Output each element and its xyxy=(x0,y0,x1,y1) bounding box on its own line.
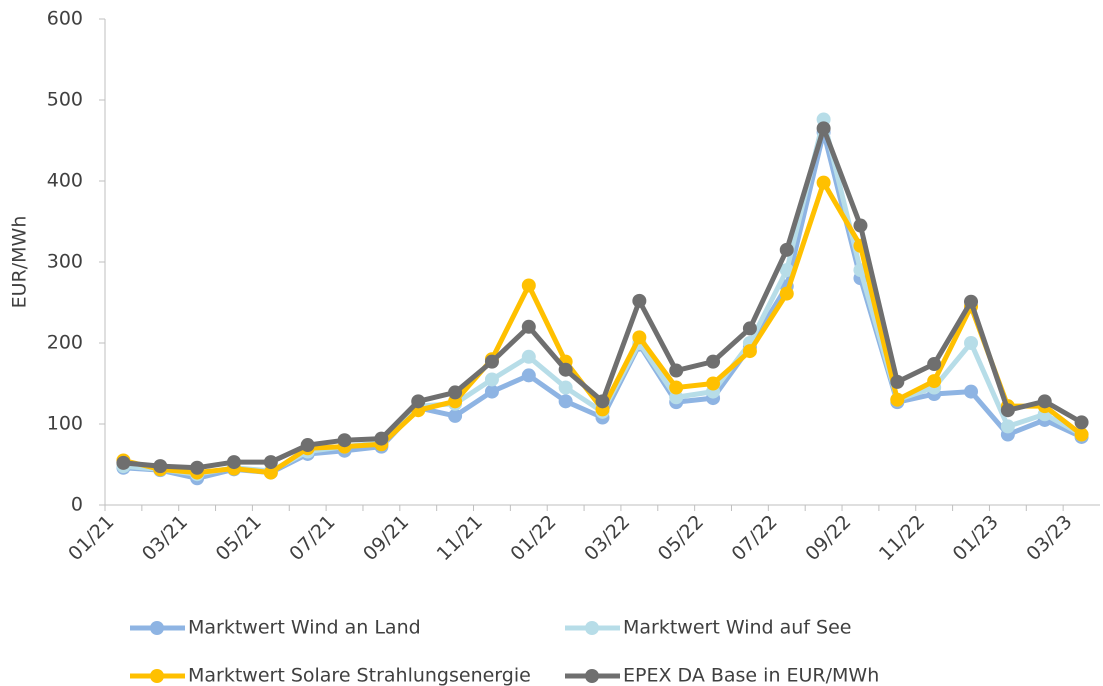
data-point xyxy=(964,384,979,399)
data-point xyxy=(263,455,278,470)
data-point xyxy=(964,336,979,350)
x-tick-label: 01/23 xyxy=(949,511,1003,565)
x-tick-label: 05/22 xyxy=(654,511,708,565)
data-point xyxy=(153,459,168,474)
data-point xyxy=(448,408,463,423)
data-point xyxy=(411,394,426,409)
data-point xyxy=(300,438,315,453)
data-point xyxy=(1074,427,1089,442)
x-tick-label: 07/21 xyxy=(285,511,339,565)
y-tick-label: 500 xyxy=(47,89,83,111)
data-point xyxy=(742,321,757,336)
data-point xyxy=(484,372,499,387)
data-point xyxy=(190,460,205,475)
data-point xyxy=(226,455,241,470)
data-point xyxy=(632,293,647,308)
data-point xyxy=(779,263,794,278)
legend-marker xyxy=(585,621,599,635)
data-point xyxy=(558,380,573,395)
legend-marker xyxy=(150,669,164,683)
data-point xyxy=(558,362,573,377)
data-point xyxy=(374,431,389,446)
x-tick-label: 03/23 xyxy=(1022,511,1076,565)
legend-label: Marktwert Wind an Land xyxy=(188,617,421,639)
data-point xyxy=(669,390,684,405)
legend-label: Marktwert Wind auf See xyxy=(623,617,851,639)
data-point xyxy=(521,349,536,364)
data-point xyxy=(263,465,278,480)
y-tick-label: 200 xyxy=(47,332,83,354)
y-tick-label: 400 xyxy=(47,170,83,192)
x-tick-label: 11/21 xyxy=(433,511,487,565)
data-point xyxy=(1037,394,1052,409)
data-point xyxy=(116,455,131,470)
data-point xyxy=(927,374,942,389)
legend-label: EPEX DA Base in EUR/MWh xyxy=(623,665,879,686)
data-point xyxy=(669,363,684,378)
data-point xyxy=(816,175,831,190)
x-tick-label: 09/22 xyxy=(801,511,855,565)
legend-label: Marktwert Solare Strahlungsenergie xyxy=(188,665,531,686)
data-point xyxy=(742,344,757,359)
data-point xyxy=(706,354,721,369)
series-line xyxy=(122,180,1084,476)
legend-marker xyxy=(150,621,164,635)
x-tick-label: 01/21 xyxy=(64,511,118,565)
series-line xyxy=(123,129,1083,481)
data-point xyxy=(927,357,942,372)
y-tick-label: 300 xyxy=(47,251,83,273)
x-tick-label: 05/21 xyxy=(212,511,266,565)
data-point xyxy=(521,278,536,293)
y-tick-label: 100 xyxy=(47,413,83,435)
data-point xyxy=(779,242,794,257)
data-point xyxy=(706,376,721,391)
data-point xyxy=(964,294,979,309)
data-point xyxy=(595,394,610,409)
data-point xyxy=(448,385,463,400)
x-tick-label: 07/22 xyxy=(727,511,781,565)
data-point xyxy=(1074,415,1089,430)
data-point xyxy=(632,330,647,345)
legend-marker xyxy=(585,669,599,683)
y-tick-label: 600 xyxy=(47,8,83,30)
data-point xyxy=(1000,403,1015,418)
data-point xyxy=(521,368,536,383)
y-tick-label: 0 xyxy=(71,494,83,516)
data-point xyxy=(890,374,905,389)
data-point xyxy=(558,394,573,409)
x-tick-label: 03/22 xyxy=(580,511,634,565)
data-point xyxy=(779,286,794,301)
y-axis-label: EUR/MWh xyxy=(9,216,31,309)
x-tick-label: 11/22 xyxy=(875,511,929,565)
data-point xyxy=(337,433,352,448)
x-tick-label: 09/21 xyxy=(359,511,413,565)
data-point xyxy=(669,380,684,395)
data-point xyxy=(521,319,536,334)
data-point xyxy=(890,392,905,407)
data-point xyxy=(816,121,831,136)
data-point xyxy=(853,218,868,233)
x-tick-label: 03/21 xyxy=(138,511,192,565)
data-point xyxy=(484,384,499,399)
data-point xyxy=(1000,419,1015,434)
data-point xyxy=(484,354,499,369)
x-tick-label: 01/22 xyxy=(506,511,560,565)
